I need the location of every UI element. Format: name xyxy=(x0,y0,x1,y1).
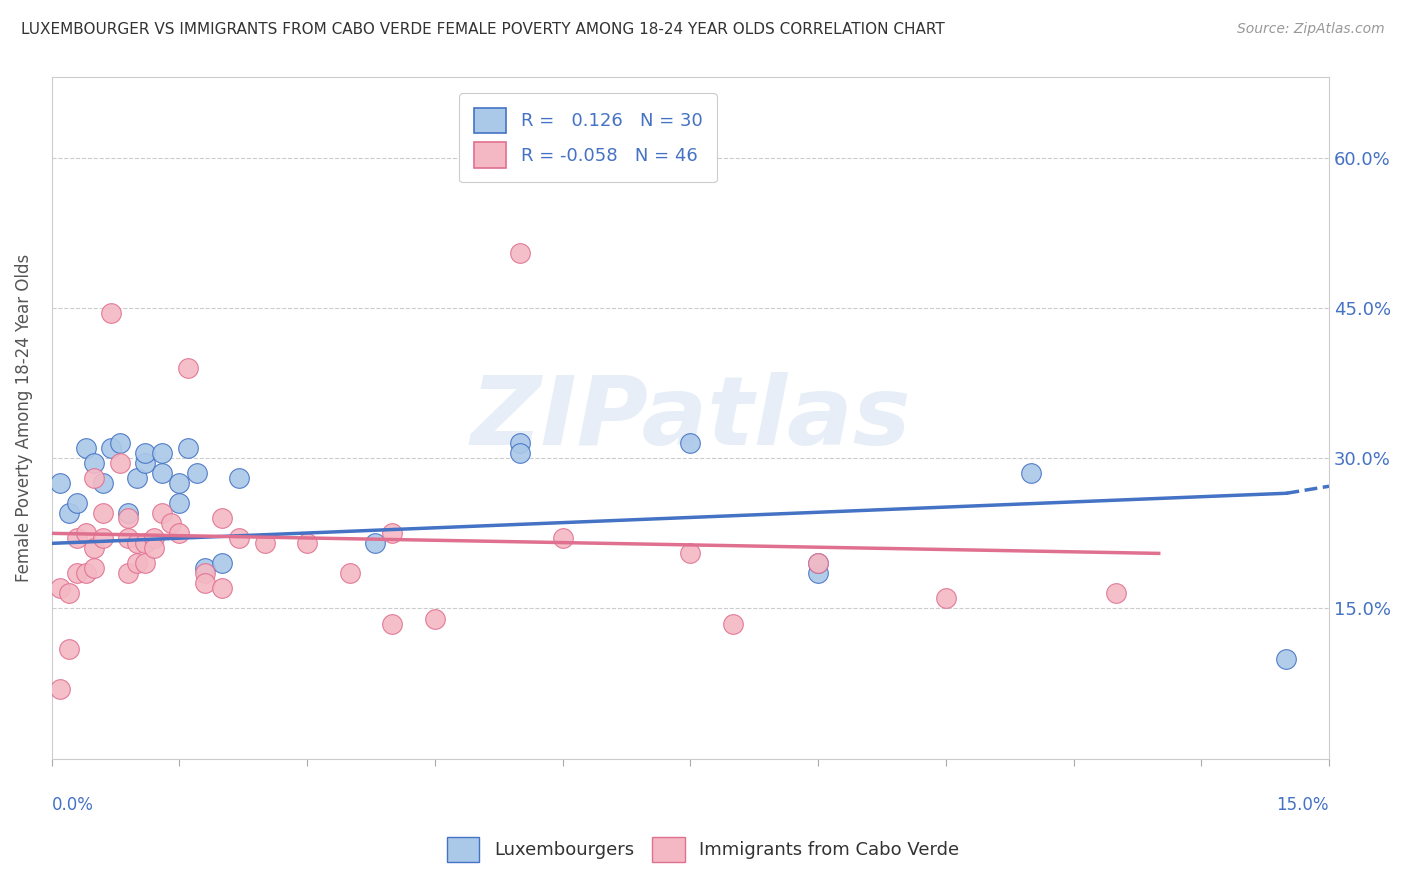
Point xyxy=(593,161,616,175)
Point xyxy=(228,532,250,546)
Point xyxy=(509,245,531,260)
Point xyxy=(117,566,139,581)
Point xyxy=(509,436,531,450)
Point xyxy=(49,681,72,696)
Point xyxy=(295,536,318,550)
Point xyxy=(169,496,191,510)
Point xyxy=(339,566,361,581)
Point xyxy=(117,532,139,546)
Point xyxy=(125,536,148,550)
Point xyxy=(125,471,148,485)
Point xyxy=(75,441,97,455)
Point xyxy=(100,441,122,455)
Point xyxy=(152,446,174,460)
Point xyxy=(108,456,131,470)
Point xyxy=(679,436,702,450)
Point xyxy=(194,576,217,591)
Point xyxy=(134,456,156,470)
Point xyxy=(194,561,217,575)
Point xyxy=(423,611,446,625)
Point xyxy=(75,566,97,581)
Point xyxy=(228,471,250,485)
Point xyxy=(381,616,404,631)
Point xyxy=(83,561,105,575)
Legend: Luxembourgers, Immigrants from Cabo Verde: Luxembourgers, Immigrants from Cabo Verd… xyxy=(440,830,966,870)
Point xyxy=(83,456,105,470)
Point xyxy=(211,511,233,525)
Point xyxy=(935,591,957,606)
Point xyxy=(177,441,200,455)
Point xyxy=(152,467,174,481)
Text: ZIPatlas: ZIPatlas xyxy=(470,372,911,465)
Point xyxy=(807,557,830,571)
Point xyxy=(91,506,114,520)
Point xyxy=(142,532,165,546)
Text: Source: ZipAtlas.com: Source: ZipAtlas.com xyxy=(1237,22,1385,37)
Point xyxy=(91,476,114,491)
Point xyxy=(807,566,830,581)
Point xyxy=(75,526,97,541)
Point xyxy=(134,446,156,460)
Point xyxy=(134,557,156,571)
Point xyxy=(66,532,89,546)
Text: 15.0%: 15.0% xyxy=(1277,797,1329,814)
Point xyxy=(134,536,156,550)
Point xyxy=(142,541,165,556)
Point xyxy=(1275,651,1298,665)
Point xyxy=(211,557,233,571)
Point xyxy=(169,526,191,541)
Point xyxy=(108,436,131,450)
Point xyxy=(66,566,89,581)
Point xyxy=(49,582,72,596)
Point xyxy=(169,476,191,491)
Point xyxy=(91,532,114,546)
Point xyxy=(100,306,122,320)
Point xyxy=(58,586,80,600)
Point xyxy=(509,446,531,460)
Point xyxy=(211,582,233,596)
Point xyxy=(177,361,200,376)
Point xyxy=(194,566,217,581)
Point xyxy=(83,471,105,485)
Text: LUXEMBOURGER VS IMMIGRANTS FROM CABO VERDE FEMALE POVERTY AMONG 18-24 YEAR OLDS : LUXEMBOURGER VS IMMIGRANTS FROM CABO VER… xyxy=(21,22,945,37)
Point xyxy=(807,557,830,571)
Point xyxy=(551,532,574,546)
Point xyxy=(364,536,387,550)
Point xyxy=(679,546,702,560)
Point xyxy=(1019,467,1042,481)
Y-axis label: Female Poverty Among 18-24 Year Olds: Female Poverty Among 18-24 Year Olds xyxy=(15,254,32,582)
Point xyxy=(58,641,80,656)
Point xyxy=(721,616,744,631)
Point xyxy=(125,557,148,571)
Point xyxy=(186,467,208,481)
Point xyxy=(152,506,174,520)
Point xyxy=(1105,586,1128,600)
Point xyxy=(117,511,139,525)
Point xyxy=(160,516,183,531)
Point xyxy=(83,541,105,556)
Legend: R =   0.126   N = 30, R = -0.058   N = 46: R = 0.126 N = 30, R = -0.058 N = 46 xyxy=(460,94,717,182)
Point xyxy=(381,526,404,541)
Point xyxy=(253,536,276,550)
Point xyxy=(117,506,139,520)
Text: 0.0%: 0.0% xyxy=(52,797,94,814)
Point xyxy=(49,476,72,491)
Point xyxy=(66,496,89,510)
Point xyxy=(58,506,80,520)
